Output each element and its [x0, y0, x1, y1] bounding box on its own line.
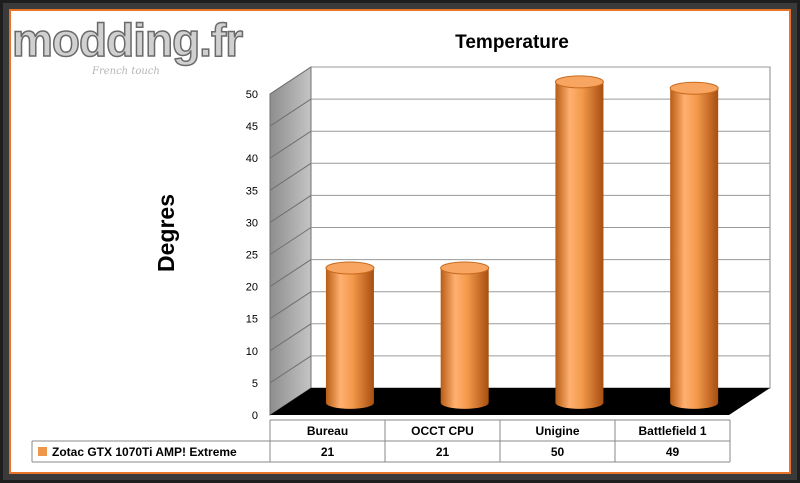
- y-tick-label: 15: [246, 314, 258, 326]
- bar-top: [669, 81, 719, 95]
- gridline-side: [269, 98, 312, 127]
- gridline-side: [269, 291, 312, 320]
- data-value-label: 21: [436, 445, 450, 459]
- y-tick-label: 0: [252, 410, 258, 422]
- y-tick-label: 10: [246, 346, 258, 358]
- bar-body: [670, 88, 719, 409]
- data-value-label: 49: [666, 445, 680, 459]
- category-label: Unigine: [536, 424, 580, 438]
- gridline-side: [269, 227, 312, 255]
- logo-text: modding.fr: [12, 14, 243, 66]
- y-tick-label: 30: [246, 217, 258, 229]
- gridline-side: [269, 194, 312, 223]
- logo-tagline: French touch: [91, 66, 160, 77]
- legend-swatch: [38, 447, 47, 456]
- logo: modding.fr French touch: [11, 13, 245, 77]
- y-tick-label: 5: [252, 378, 258, 390]
- chart-title: Temperature: [455, 32, 569, 53]
- legend-series-name: Zotac GTX 1070Ti AMP! Extreme: [52, 445, 237, 459]
- bar: [554, 75, 604, 409]
- floor: [270, 388, 770, 415]
- gridline-side: [269, 323, 312, 352]
- y-tick-label: 40: [246, 153, 258, 165]
- category-label: Battlefield 1: [638, 424, 706, 438]
- y-tick-label: 45: [246, 121, 258, 133]
- data-table: Bureau OCCT CPU Unigine Battlefield 1 Zotac …: [31, 419, 731, 463]
- y-axis-ticks: 0 5 10 15 20 25 30 35 40 45 50: [246, 89, 258, 422]
- bar: [440, 261, 490, 409]
- bar-top: [325, 261, 375, 275]
- y-tick-label: 50: [246, 89, 258, 101]
- bar-top: [440, 261, 490, 275]
- bar-top: [554, 75, 604, 89]
- bar-body: [325, 268, 374, 409]
- category-label: Bureau: [307, 424, 348, 438]
- data-value-label: 50: [551, 445, 565, 459]
- gridline-side: [269, 66, 312, 95]
- y-tick-label: 20: [246, 282, 258, 294]
- y-tick-label: 25: [246, 250, 258, 262]
- gridline-side: [269, 162, 312, 191]
- y-axis-label: Degres: [153, 194, 179, 272]
- gridline-side: [269, 259, 312, 288]
- bar: [669, 81, 719, 409]
- data-value-label: 21: [321, 445, 335, 459]
- bar-body: [555, 81, 604, 409]
- bar-body: [440, 268, 489, 409]
- bars: [325, 75, 719, 409]
- bar: [325, 261, 375, 409]
- gridline-side: [269, 355, 312, 384]
- gridline-side: [269, 130, 312, 159]
- category-label: OCCT CPU: [411, 424, 474, 438]
- y-tick-label: 35: [246, 185, 258, 197]
